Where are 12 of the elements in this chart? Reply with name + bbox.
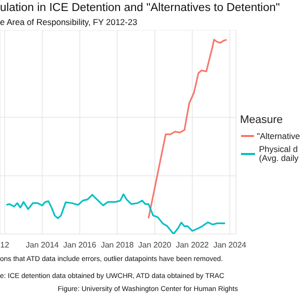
x-tick-label: Jan 2018 (100, 240, 134, 250)
legend-title: Measure (240, 114, 284, 126)
legend-label: "Alternative (256, 130, 300, 140)
x-tick-label: Jan 2016 (63, 240, 97, 250)
x-tick-label: Jan 2020 (138, 240, 172, 250)
x-tick-label: Jan 2014 (26, 240, 60, 250)
chart-title: ulation in ICE Detention and "Alternatives to Detention" (0, 2, 280, 14)
chart-subtitle: e Area of Responsibility, FY 2012-23 (0, 17, 138, 27)
x-tick-label: Jan 2024 (213, 240, 247, 250)
x-tick-label: 12 (0, 240, 10, 250)
x-tick-label: Jan 2022 (176, 240, 210, 250)
legend-label: Physical d (Avg. daily (259, 144, 299, 162)
